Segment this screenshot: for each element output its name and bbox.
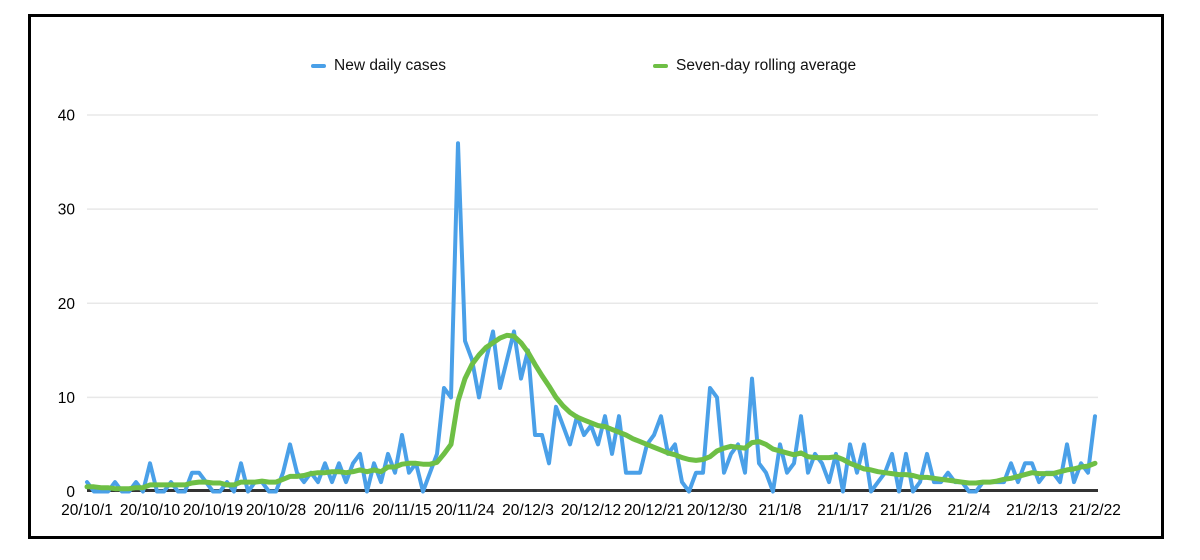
x-axis-tick-label: 20/11/15 [372,502,431,519]
x-axis-tick-label: 20/11/6 [314,502,365,519]
x-axis-tick-label: 21/2/13 [1006,502,1058,519]
legend-swatch-green-icon [653,64,668,68]
daily-cases-line [85,141,1097,494]
x-axis-tick-label: 20/12/30 [687,502,748,519]
legend-item-new-daily-cases: New daily cases [311,57,446,75]
x-axis-tick-label: 20/12/3 [502,502,554,519]
rolling-average-line [84,332,1098,492]
x-axis-tick-label: 20/12/12 [561,502,621,519]
x-axis-tick-label: 21/2/4 [947,502,990,519]
legend-item-rolling-average: Seven-day rolling average [653,57,856,75]
x-axis-tick-label: 20/12/21 [624,502,684,519]
chart-frame [28,14,1164,539]
y-axis-tick-label: 30 [58,202,76,219]
y-axis-tick-label: 10 [58,390,76,407]
x-axis-tick-label: 20/11/24 [435,502,495,519]
x-axis-tick-label: 21/1/26 [880,502,932,519]
x-axis-tick-label: 21/1/17 [817,502,869,519]
x-axis-tick-label: 20/10/10 [120,502,181,519]
legend-label-new-daily-cases: New daily cases [334,57,446,74]
x-axis-tick-label: 21/1/8 [758,502,801,519]
y-axis-tick-label: 20 [58,296,76,313]
legend-swatch-blue-icon [311,64,326,68]
y-axis-tick-label: 0 [66,484,75,501]
x-axis-tick-label: 21/2/22 [1069,502,1121,519]
legend-label-rolling-average: Seven-day rolling average [676,57,857,74]
y-axis-tick-label: 40 [58,108,76,125]
x-axis-tick-label: 20/10/1 [61,502,113,519]
x-axis-tick-label: 20/10/19 [183,502,243,519]
x-axis-tick-label: 20/10/28 [246,502,306,519]
